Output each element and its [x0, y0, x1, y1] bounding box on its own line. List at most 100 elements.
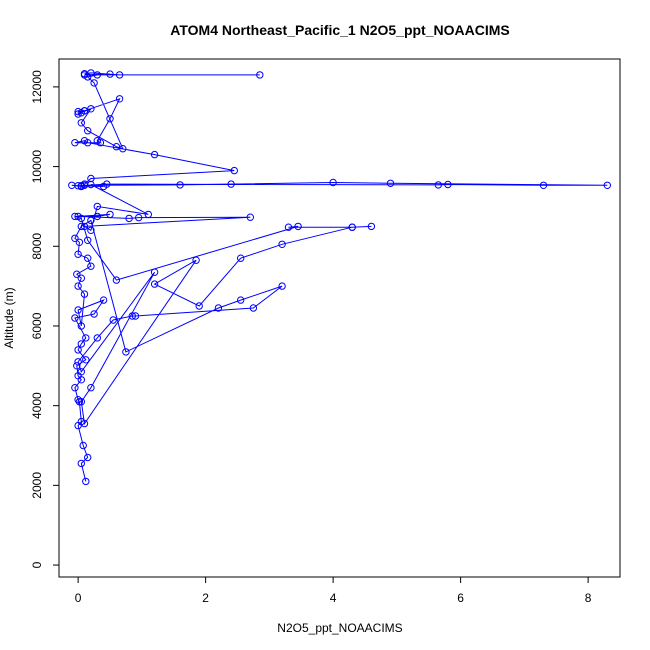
data-point — [87, 216, 95, 225]
data-point — [90, 310, 98, 318]
data-point — [71, 212, 79, 221]
data-point — [74, 110, 82, 118]
data-point — [294, 222, 302, 231]
data-point — [93, 212, 102, 221]
y-tick-label: 10000 — [30, 150, 44, 184]
data-point — [128, 312, 137, 320]
data-point — [80, 419, 89, 428]
data-point — [256, 71, 264, 79]
data-point — [77, 459, 86, 468]
data-point — [434, 181, 442, 189]
data-point — [75, 238, 84, 247]
data-point — [73, 270, 81, 278]
data-point — [71, 234, 79, 243]
data-point — [80, 290, 89, 298]
data-point — [79, 441, 87, 450]
data-point — [237, 254, 245, 262]
data-point — [278, 282, 286, 290]
data-point — [150, 150, 159, 159]
data-point — [80, 222, 89, 231]
data-point — [249, 304, 258, 312]
y-tick-label: 12000 — [30, 70, 44, 104]
data-point — [106, 70, 114, 78]
data-point — [386, 179, 395, 188]
data-point — [119, 145, 127, 153]
x-axis: 0 2 4 6 8 — [75, 576, 592, 605]
data-point — [80, 180, 89, 188]
x-tick-label: 8 — [585, 591, 592, 605]
data-point — [131, 312, 140, 320]
data-point — [284, 223, 293, 231]
data-point — [176, 181, 184, 189]
data-point — [84, 453, 92, 462]
data-point — [125, 214, 133, 223]
data-point — [112, 276, 121, 284]
data-point — [192, 256, 200, 264]
y-tick-label: 2000 — [30, 472, 44, 499]
x-tick-label: 0 — [75, 591, 82, 605]
data-point — [71, 314, 79, 322]
data-point — [75, 398, 84, 406]
data-point — [87, 262, 95, 270]
data-point — [603, 181, 611, 190]
y-tick-label: 4000 — [30, 392, 44, 419]
data-point — [329, 178, 337, 187]
data-point — [74, 306, 82, 314]
data-point — [84, 236, 92, 245]
data-point — [77, 222, 86, 231]
data-point — [115, 95, 124, 103]
data-point — [195, 302, 203, 310]
y-axis: 0 2000 4000 6000 8000 10000 12000 — [30, 70, 60, 568]
data-point — [109, 316, 117, 324]
data-point — [93, 334, 102, 342]
data-point — [74, 358, 82, 366]
data-point — [237, 296, 245, 304]
x-axis-label: N2O5_ppt_NOAACIMS — [277, 621, 402, 635]
data-point — [74, 250, 82, 258]
data-point — [539, 181, 548, 190]
data-point — [106, 115, 114, 123]
data-point — [93, 202, 102, 211]
data-point — [84, 127, 92, 135]
data-point — [150, 280, 159, 288]
data-point — [77, 340, 86, 348]
data-point — [348, 223, 356, 231]
data-point — [103, 180, 111, 188]
data-point — [74, 282, 82, 290]
x-tick-label: 4 — [330, 591, 337, 605]
data-point — [80, 70, 89, 78]
data-point — [77, 322, 86, 330]
data-point — [71, 139, 79, 147]
data-point — [122, 348, 130, 356]
data-point — [82, 356, 90, 364]
data-point — [227, 180, 235, 188]
data-point — [106, 210, 114, 219]
x-tick-label: 2 — [202, 591, 209, 605]
data-point — [112, 143, 121, 151]
data-point — [87, 384, 95, 392]
data-point — [230, 166, 239, 175]
chart-title: ATOM4 Northeast_Pacific_1 N2O5_ppt_NOAAC… — [170, 22, 509, 38]
data-point — [278, 240, 286, 249]
data-point — [73, 362, 81, 370]
data-point — [90, 79, 98, 87]
x-tick-label: 6 — [457, 591, 464, 605]
data-point — [99, 296, 108, 304]
data-point — [77, 274, 86, 282]
y-tick-label: 8000 — [30, 233, 44, 260]
data-point — [77, 119, 86, 127]
data-point — [87, 105, 95, 113]
data-point — [367, 222, 376, 231]
data-point — [80, 137, 89, 145]
data-point — [82, 334, 90, 342]
data-point — [87, 226, 95, 235]
data-point — [444, 180, 452, 189]
data-point — [74, 346, 82, 354]
plot-frame — [58, 58, 621, 578]
data-point — [144, 210, 153, 219]
y-tick-label: 0 — [30, 561, 44, 568]
data-point — [246, 213, 255, 221]
data-point — [84, 254, 92, 262]
data-point — [77, 398, 86, 406]
